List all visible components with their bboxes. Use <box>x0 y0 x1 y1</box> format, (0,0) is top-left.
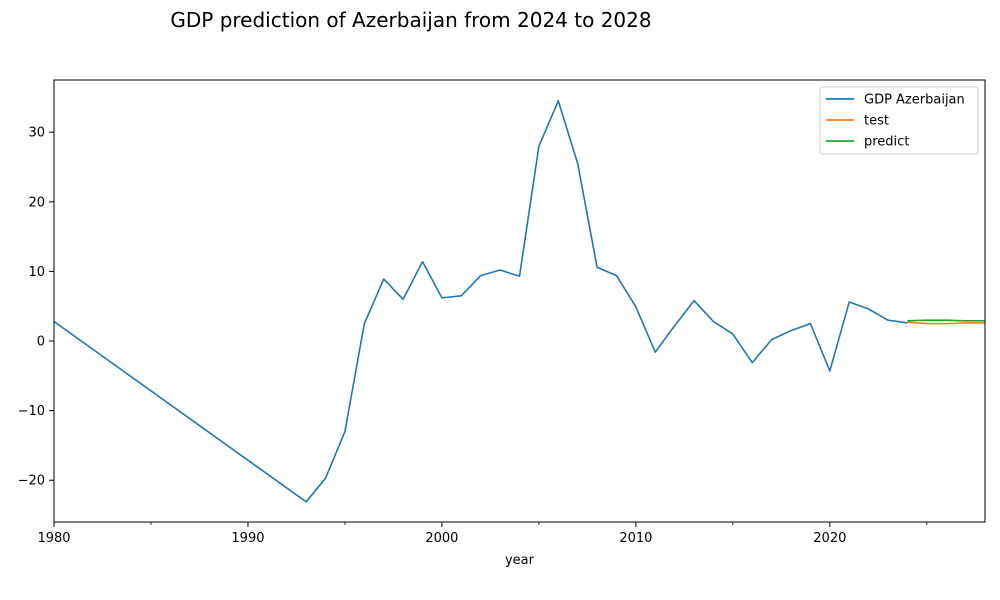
legend: GDP Azerbaijan test predict <box>819 86 979 155</box>
y-tick-label: −10 <box>18 404 45 419</box>
x-tick-label: 2010 <box>619 531 652 546</box>
series-layer <box>54 100 985 503</box>
ticks-layer: 1980 1990 2000 2010 2020 −20 −10 0 10 20 30 <box>18 126 928 546</box>
series-line-2 <box>907 319 985 322</box>
y-tick-label: −20 <box>18 474 45 489</box>
plot-frame <box>53 79 986 523</box>
legend-label: predict <box>864 135 909 150</box>
legend-box <box>819 86 979 155</box>
chart-title: GDP prediction of Azerbaijan from 2024 t… <box>170 8 652 32</box>
x-tick-label: 2000 <box>425 531 458 546</box>
legend-label: GDP Azerbaijan <box>864 93 965 108</box>
y-tick-label: 30 <box>28 126 45 141</box>
x-axis-label: year <box>505 553 535 568</box>
y-tick-label: 0 <box>37 335 45 350</box>
y-tick-label: 20 <box>28 195 45 210</box>
x-tick-label: 1980 <box>37 531 70 546</box>
y-tick-label: 10 <box>28 265 45 280</box>
x-tick-label: 1990 <box>231 531 264 546</box>
legend-label: test <box>864 114 889 129</box>
x-tick-label: 2020 <box>813 531 846 546</box>
series-line-0 <box>54 100 908 503</box>
series-line-1 <box>907 321 985 325</box>
